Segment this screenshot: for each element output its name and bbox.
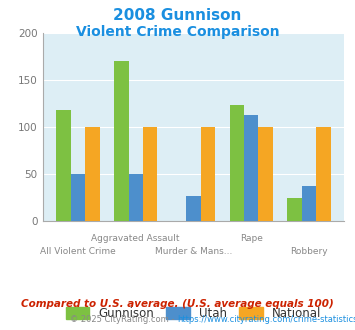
Text: 2008 Gunnison: 2008 Gunnison (113, 8, 242, 23)
Bar (71, 174, 85, 221)
Bar (143, 127, 157, 221)
Bar (244, 115, 258, 221)
Text: All Violent Crime: All Violent Crime (40, 248, 116, 256)
Bar (85, 127, 100, 221)
Text: Violent Crime Comparison: Violent Crime Comparison (76, 25, 279, 39)
Text: Aggravated Assault: Aggravated Assault (92, 234, 180, 243)
Text: Murder & Mans...: Murder & Mans... (155, 248, 232, 256)
Bar (316, 127, 331, 221)
Bar (201, 127, 215, 221)
Text: Rape: Rape (240, 234, 263, 243)
Bar (287, 198, 302, 221)
Bar (114, 61, 129, 221)
Text: Robbery: Robbery (290, 248, 328, 256)
Bar (230, 105, 244, 221)
Bar (129, 174, 143, 221)
Bar (258, 127, 273, 221)
Bar (302, 186, 316, 221)
Bar (186, 196, 201, 221)
Text: https://www.cityrating.com/crime-statistics/: https://www.cityrating.com/crime-statist… (178, 315, 355, 324)
Text: Compared to U.S. average. (U.S. average equals 100): Compared to U.S. average. (U.S. average … (21, 299, 334, 309)
Bar (56, 110, 71, 221)
Text: © 2025 CityRating.com -: © 2025 CityRating.com - (71, 315, 178, 324)
Legend: Gunnison, Utah, National: Gunnison, Utah, National (61, 302, 326, 325)
